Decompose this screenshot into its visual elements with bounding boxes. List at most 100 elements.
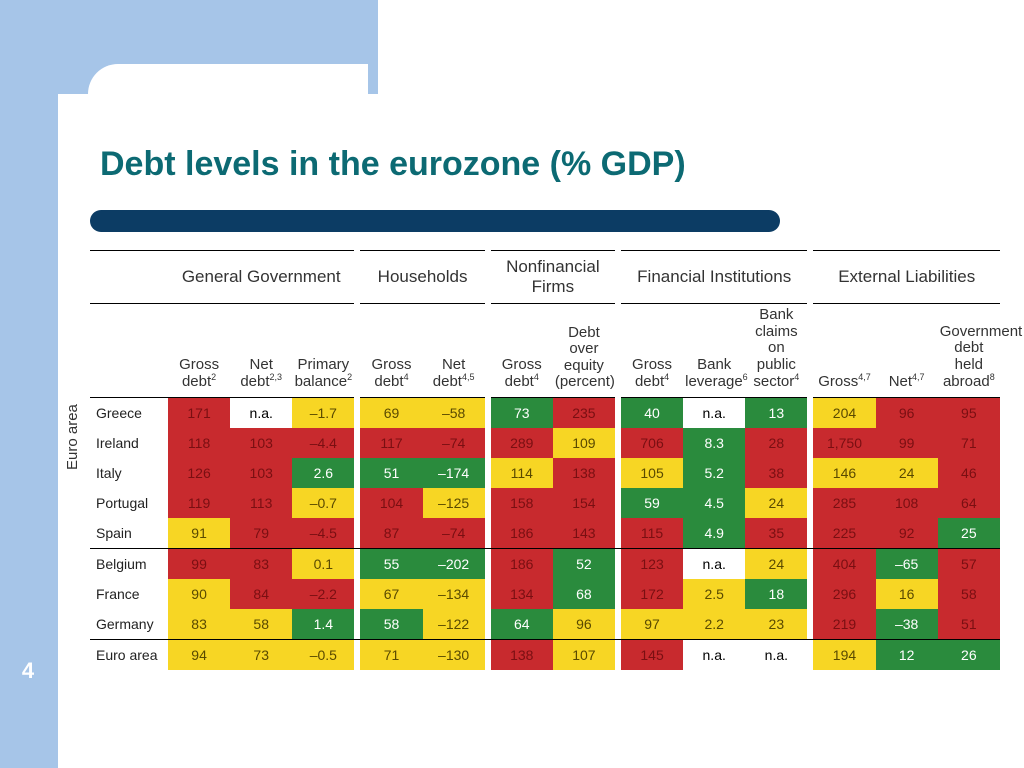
column-header: Gross4,7: [813, 304, 875, 398]
data-cell: –125: [423, 488, 485, 518]
group-header: Financial Institutions: [621, 251, 807, 304]
data-cell: 83: [168, 609, 230, 640]
data-cell: 107: [553, 639, 615, 670]
data-cell: 84: [230, 579, 292, 609]
data-cell: 225: [813, 518, 875, 549]
data-cell: 35: [745, 518, 807, 549]
data-cell: n.a.: [683, 639, 745, 670]
group-header: Households: [360, 251, 484, 304]
column-header: Grossdebt4: [360, 304, 422, 398]
data-cell: 103: [230, 428, 292, 458]
data-cell: 73: [491, 397, 553, 428]
data-cell: 146: [813, 458, 875, 488]
data-cell: 99: [876, 428, 938, 458]
data-cell: –130: [423, 639, 485, 670]
data-cell: 118: [168, 428, 230, 458]
data-cell: 13: [745, 397, 807, 428]
data-cell: 92: [876, 518, 938, 549]
data-cell: 235: [553, 397, 615, 428]
data-cell: 51: [360, 458, 422, 488]
data-cell: 64: [938, 488, 1000, 518]
data-cell: –174: [423, 458, 485, 488]
data-cell: 103: [230, 458, 292, 488]
data-cell: 69: [360, 397, 422, 428]
row-label: Greece: [90, 397, 168, 428]
row-label: Germany: [90, 609, 168, 640]
data-cell: 58: [938, 579, 1000, 609]
group-header: External Liabilities: [813, 251, 1000, 304]
data-cell: 138: [491, 639, 553, 670]
data-cell: 23: [745, 609, 807, 640]
data-cell: 404: [813, 548, 875, 579]
data-cell: –4.4: [292, 428, 354, 458]
data-cell: 108: [876, 488, 938, 518]
data-cell: 0.1: [292, 548, 354, 579]
data-cell: –0.7: [292, 488, 354, 518]
data-cell: 40: [621, 397, 683, 428]
data-cell: 219: [813, 609, 875, 640]
title-underline: [90, 210, 780, 232]
data-cell: 38: [745, 458, 807, 488]
data-cell: 194: [813, 639, 875, 670]
page-number: 4: [0, 650, 56, 692]
column-header: Grossdebt4: [621, 304, 683, 398]
data-cell: 2.6: [292, 458, 354, 488]
debt-table: Euro area General GovernmentHouseholdsNo…: [90, 250, 1000, 670]
data-cell: –122: [423, 609, 485, 640]
data-cell: –74: [423, 518, 485, 549]
data-cell: 96: [876, 397, 938, 428]
group-header: Nonfinancial Firms: [491, 251, 615, 304]
data-cell: 87: [360, 518, 422, 549]
data-cell: 172: [621, 579, 683, 609]
data-cell: 5.2: [683, 458, 745, 488]
data-cell: 28: [745, 428, 807, 458]
data-cell: 104: [360, 488, 422, 518]
data-cell: n.a.: [683, 548, 745, 579]
data-cell: 1.4: [292, 609, 354, 640]
data-cell: 4.5: [683, 488, 745, 518]
data-cell: n.a.: [745, 639, 807, 670]
row-label: Euro area: [90, 639, 168, 670]
column-header: Bankclaimsonpublicsector4: [745, 304, 807, 398]
data-cell: 2.5: [683, 579, 745, 609]
data-cell: 71: [938, 428, 1000, 458]
data-cell: –202: [423, 548, 485, 579]
data-cell: 126: [168, 458, 230, 488]
column-header: Netdebt2,3: [230, 304, 292, 398]
axis-label: Euro area: [64, 404, 81, 470]
data-cell: 289: [491, 428, 553, 458]
data-cell: 51: [938, 609, 1000, 640]
column-header: Debtoverequity(percent): [553, 304, 615, 398]
data-cell: 94: [168, 639, 230, 670]
data-cell: 134: [491, 579, 553, 609]
data-cell: 16: [876, 579, 938, 609]
data-cell: 143: [553, 518, 615, 549]
data-cell: 285: [813, 488, 875, 518]
data-cell: –2.2: [292, 579, 354, 609]
data-cell: n.a.: [683, 397, 745, 428]
column-header: Primarybalance2: [292, 304, 354, 398]
data-cell: 25: [938, 518, 1000, 549]
data-cell: 96: [553, 609, 615, 640]
data-cell: 204: [813, 397, 875, 428]
data-cell: –58: [423, 397, 485, 428]
data-cell: –1.7: [292, 397, 354, 428]
data-cell: 145: [621, 639, 683, 670]
data-cell: –38: [876, 609, 938, 640]
data-cell: 71: [360, 639, 422, 670]
data-cell: 154: [553, 488, 615, 518]
slide-title: Debt levels in the eurozone (% GDP): [100, 145, 686, 184]
data-cell: 706: [621, 428, 683, 458]
data-cell: 24: [745, 548, 807, 579]
data-cell: 95: [938, 397, 1000, 428]
data-cell: 52: [553, 548, 615, 579]
group-header: General Government: [168, 251, 354, 304]
data-cell: 138: [553, 458, 615, 488]
data-cell: 113: [230, 488, 292, 518]
data-cell: –4.5: [292, 518, 354, 549]
data-cell: 68: [553, 579, 615, 609]
data-cell: 1,750: [813, 428, 875, 458]
row-label: Belgium: [90, 548, 168, 579]
data-cell: 115: [621, 518, 683, 549]
data-cell: 158: [491, 488, 553, 518]
